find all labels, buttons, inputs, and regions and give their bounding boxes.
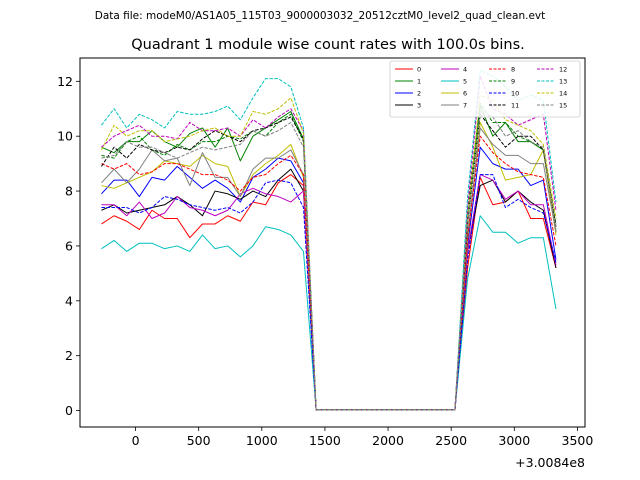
legend-label-12: 12 — [559, 66, 567, 74]
legend-label-0: 0 — [417, 66, 421, 74]
series-layer — [101, 69, 557, 411]
legend-label-1: 1 — [417, 78, 421, 86]
y-tick-label: 4 — [65, 293, 73, 308]
legend-label-8: 8 — [511, 66, 515, 74]
series-line-2 — [101, 146, 557, 411]
series-line-10 — [101, 174, 557, 411]
x-tick-label: 0 — [132, 433, 140, 448]
x-tick-label: 3500 — [562, 433, 594, 448]
legend-label-10: 10 — [511, 90, 519, 98]
x-tick-label: 2000 — [372, 433, 404, 448]
y-axis: 0 2 4 6 8 10 12 — [57, 74, 80, 418]
series-line-7 — [101, 127, 557, 411]
chart-title: Quadrant 1 module wise count rates with … — [131, 37, 525, 53]
series-line-6 — [101, 121, 557, 411]
series-line-4 — [101, 174, 557, 411]
x-offset-label: +3.0084e8 — [515, 455, 585, 470]
y-tick-label: 0 — [65, 403, 73, 418]
x-axis: 0 500 1000 1500 2000 2500 3000 3500 — [132, 427, 594, 448]
legend-label-7: 7 — [463, 102, 467, 110]
series-line-9 — [101, 102, 557, 411]
series-line-14 — [101, 94, 557, 411]
y-tick-label: 10 — [57, 129, 73, 144]
legend-label-2: 2 — [417, 90, 421, 98]
legend-label-11: 11 — [511, 102, 519, 110]
x-tick-label: 2500 — [435, 433, 467, 448]
y-tick-label: 2 — [65, 348, 73, 363]
x-tick-label: 1000 — [246, 433, 278, 448]
y-tick-label: 6 — [65, 238, 73, 253]
axes-frame — [79, 57, 586, 428]
legend-label-3: 3 — [417, 102, 421, 110]
legend-label-15: 15 — [559, 102, 567, 110]
legend-label-13: 13 — [559, 78, 567, 86]
legend-label-9: 9 — [511, 78, 515, 86]
series-line-3 — [101, 168, 557, 411]
series-line-12 — [101, 75, 557, 411]
series-line-8 — [101, 135, 557, 411]
legend-label-6: 6 — [463, 90, 467, 98]
legend-label-5: 5 — [463, 78, 467, 86]
legend-frame — [389, 60, 581, 118]
x-tick-label: 500 — [187, 433, 211, 448]
legend-label-4: 4 — [463, 66, 467, 74]
series-line-11 — [101, 113, 557, 411]
series-line-5 — [101, 215, 557, 411]
x-tick-label: 3000 — [498, 433, 530, 448]
y-tick-label: 12 — [57, 74, 73, 89]
x-tick-label: 1500 — [309, 433, 341, 448]
y-tick-label: 8 — [65, 184, 73, 199]
series-line-13 — [101, 69, 557, 411]
series-line-0 — [101, 174, 557, 411]
chart-suptitle: Data file: modeM0/AS1A05_115T03_90000030… — [95, 10, 546, 22]
legend-label-14: 14 — [559, 90, 567, 98]
